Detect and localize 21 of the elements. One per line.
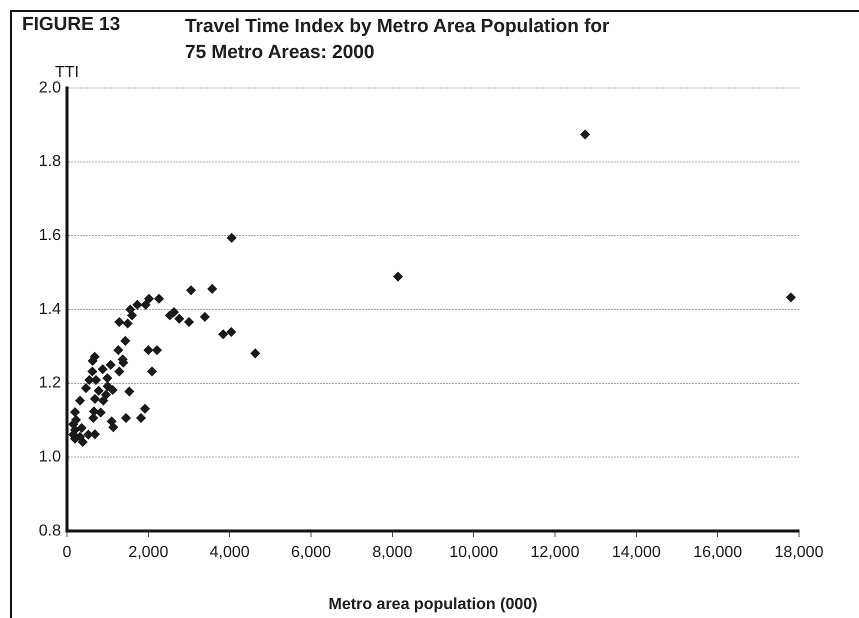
y-tick-label: 1.6 xyxy=(38,227,62,244)
x-tick-label: 6,000 xyxy=(290,544,332,562)
y-tick-label: 1.8 xyxy=(38,153,62,170)
chart-title: Travel Time Index by Metro Area Population for 75 Metro Areas: 2000 xyxy=(185,15,610,65)
caption: FIGURE 13 xyxy=(22,14,120,36)
x-axis-title: Metro area population (000) xyxy=(328,596,538,613)
x-tick-label: 14,000 xyxy=(612,544,661,562)
x-tick-label: 0 xyxy=(62,544,72,562)
y-tick-label: 1.2 xyxy=(38,374,62,392)
x-tick-label: 16,000 xyxy=(693,544,742,562)
y-axis-title: TTI xyxy=(55,64,79,81)
x-tick-label: 2,000 xyxy=(128,544,168,562)
x-tick-label: 10,000 xyxy=(449,544,498,562)
x-tick-label: 12,000 xyxy=(530,544,580,562)
y-tick-label: 1.0 xyxy=(38,448,62,466)
y-tick-label: 2.0 xyxy=(38,79,62,96)
x-tick-label: 18,000 xyxy=(774,544,824,562)
x-tick-label: 8,000 xyxy=(372,544,412,562)
y-tick-label: 1.4 xyxy=(38,300,62,318)
y-tick-label: 0.8 xyxy=(38,522,62,540)
x-tick-label: 4,000 xyxy=(210,544,250,562)
